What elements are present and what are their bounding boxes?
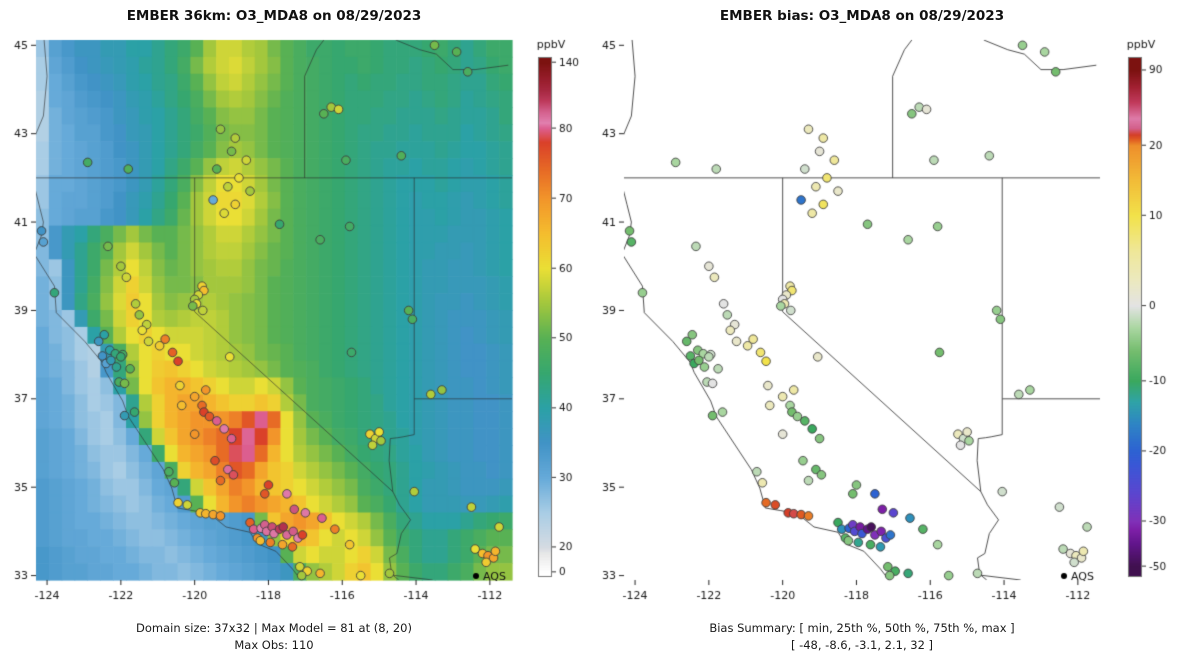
bias-caption-summary-header: Bias Summary: [ min, 25th %, 50th %, 75t… xyxy=(709,621,1015,635)
model-panel-title: EMBER 36km: O3_MDA8 on 08/29/2023 xyxy=(126,8,422,24)
model-caption-domain: Domain size: 37x32 | Max Model = 81 at (… xyxy=(135,621,412,635)
bias-caption-summary-values: [ -48, -8.6, -3.1, 2.1, 32 ] xyxy=(790,638,934,652)
model-map-canvas xyxy=(0,0,600,672)
bias-map-canvas xyxy=(600,0,1200,672)
bias-panel-title: EMBER bias: O3_MDA8 on 08/29/2023 xyxy=(719,8,1005,24)
model-caption-maxobs: Max Obs: 110 xyxy=(234,638,314,652)
